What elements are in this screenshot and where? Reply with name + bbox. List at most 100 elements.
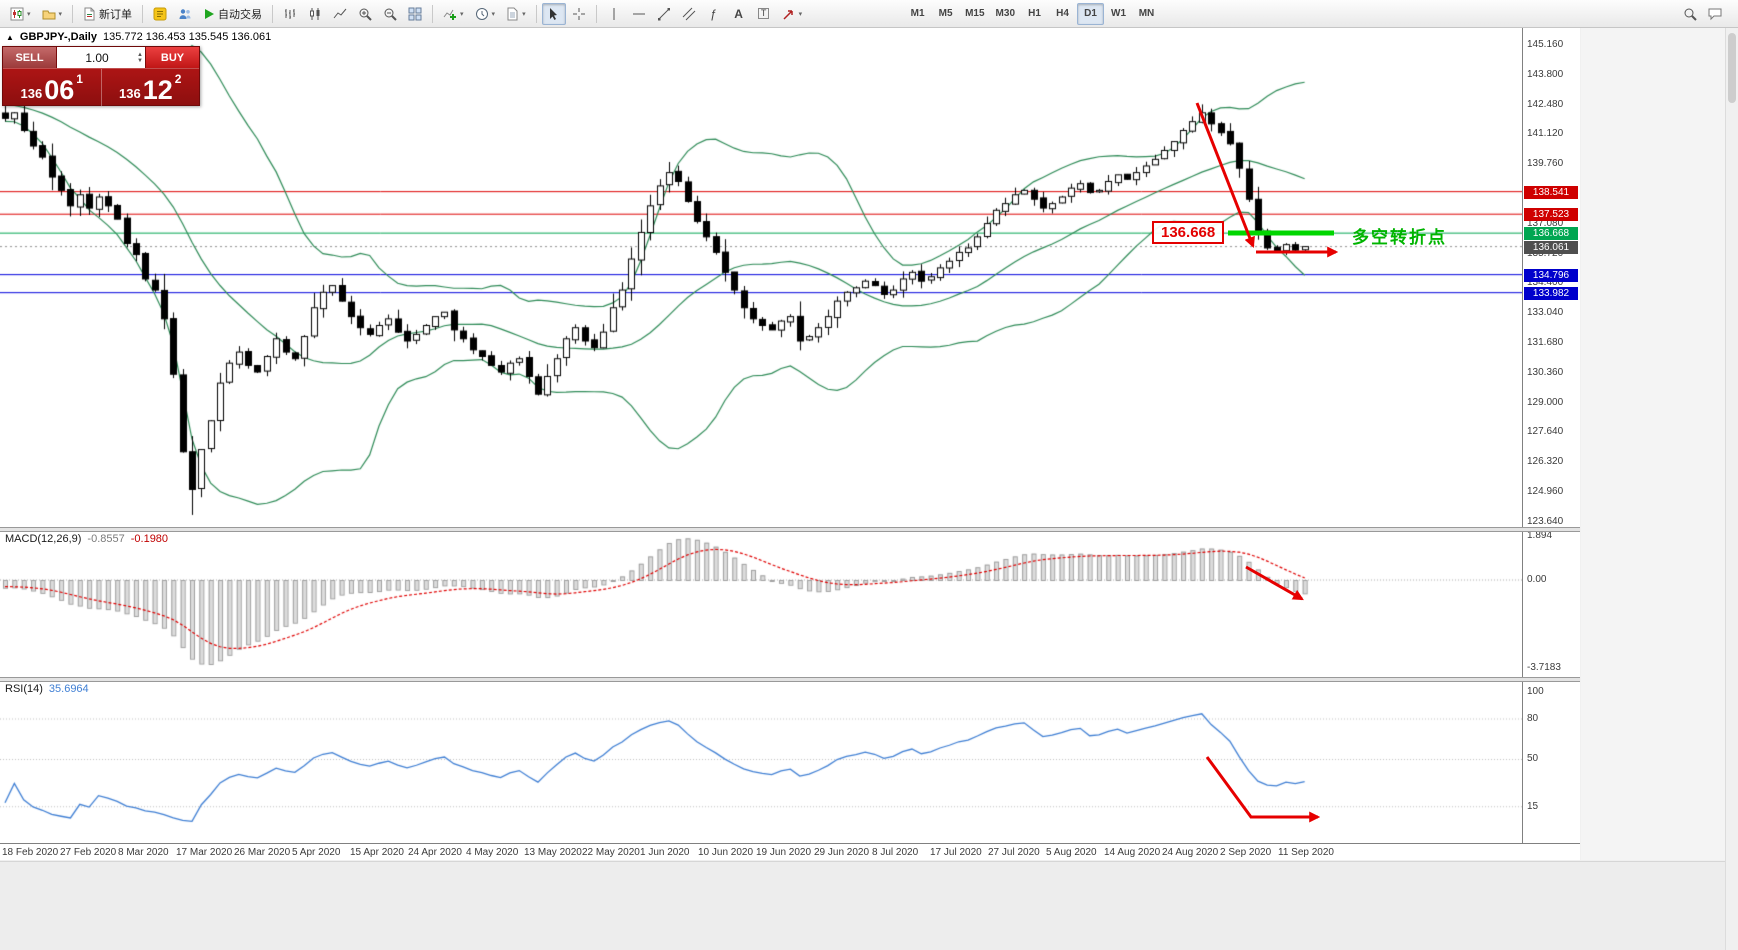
y-axis-label: 130.360 [1527,366,1564,378]
arrow-tool-icon [782,7,796,21]
metaeditor-icon [153,7,167,21]
indicator-axis-label: 15 [1527,801,1539,812]
dropdown-caret-icon: ▾ [522,10,526,18]
indicators-icon [443,7,457,21]
sell-price[interactable]: 136 06 1 [3,69,101,106]
y-axis-label: 126.320 [1527,456,1564,468]
templates-button[interactable]: ▾ [501,3,531,25]
crosshair-button[interactable] [567,3,591,25]
price-tag: 136.061 [1524,240,1578,254]
timeframe-m5-button[interactable]: M5 [932,3,959,25]
price-tag: 138.541 [1524,185,1578,199]
timeframe-m15-button[interactable]: M15 [960,3,989,25]
timeframe-group: M1 M5 M15 M30 H1 H4 D1 W1 MN [904,2,1160,25]
mql5-community-button[interactable] [173,3,197,25]
text-label-button[interactable]: T [752,3,776,25]
timeframe-mn-button[interactable]: MN [1133,3,1160,25]
macd-name: MACD(12,26,9) [5,533,82,545]
panel-splitter[interactable] [0,527,1580,532]
buy-price-point: 2 [174,72,182,86]
x-axis-label: 22 May 2020 [582,847,640,858]
timeframe-d1-button[interactable]: D1 [1077,2,1104,25]
toolbar-separator [72,4,74,23]
sell-button[interactable]: SELL [3,47,57,68]
toolbar-separator [535,4,537,23]
cursor-button[interactable] [541,2,566,25]
fibonacci-button[interactable]: ƒ [702,3,726,25]
volume-down-icon[interactable]: ▼ [137,57,143,64]
y-axis-label: 129.000 [1527,396,1564,408]
volume-spinner[interactable]: ▲ ▼ [137,52,143,64]
profiles-folder-icon [42,7,56,21]
zoom-out-icon [383,7,397,21]
note-annotation: 多空转折点 [1352,228,1447,247]
indicator-axis-label: 0.00 [1527,574,1547,585]
channel-button[interactable] [677,3,701,25]
tile-windows-button[interactable] [403,3,427,25]
text-button[interactable]: A [727,3,751,25]
line-chart-button[interactable] [328,3,352,25]
collapse-triangle-icon[interactable]: ▲ [6,32,14,42]
zoom-out-button[interactable] [378,3,402,25]
sell-price-point: 1 [76,72,83,86]
x-axis-label: 5 Apr 2020 [292,847,341,858]
trendline-button[interactable] [652,3,676,25]
new-chart-button[interactable]: ▾ [5,3,36,25]
fibonacci-icon: ƒ [710,6,717,21]
dropdown-caret-icon: ▾ [491,10,496,18]
x-axis-label: 18 Feb 2020 [2,847,59,858]
autotrading-button[interactable]: 自动交易 [198,3,267,25]
timeframe-m1-button[interactable]: M1 [904,3,931,25]
tile-windows-icon [408,7,422,21]
autotrading-play-icon [203,8,215,20]
y-axis-label: 133.040 [1527,307,1564,319]
new-order-button[interactable]: 新订单 [78,3,137,25]
scrollbar-thumb[interactable] [1728,33,1736,103]
toolbar-separator [595,4,597,23]
chart-title: ▲ GBPJPY-,Daily 135.772 136.453 135.545 … [6,31,271,43]
metaeditor-button[interactable] [148,3,172,25]
y-axis-label: 131.680 [1527,337,1564,348]
profiles-button[interactable]: ▾ [37,3,68,25]
indicators-button[interactable]: ▾ [438,3,469,25]
new-order-icon [83,7,96,21]
periods-button[interactable]: ▾ [470,3,501,25]
x-axis-label: 8 Jul 2020 [872,847,919,858]
volume-control: ▲▼ [57,47,145,68]
bar-chart-button[interactable] [278,3,302,25]
zoom-in-button[interactable] [353,3,377,25]
window-bottom-area [0,861,1738,950]
search-button[interactable] [1678,3,1702,25]
new-chart-icon [10,7,24,21]
y-axis-label: 134.400 [1527,277,1564,289]
macd-signal-value: -0.1980 [130,533,169,545]
x-axis-label: 27 Feb 2020 [60,847,117,858]
volume-up-icon[interactable]: ▲ [137,51,143,58]
arrows-button[interactable]: ▾ [777,3,808,25]
x-axis-label: 10 Jun 2020 [698,847,754,858]
volume-input[interactable] [59,50,136,65]
horizontal-line-icon [632,7,646,21]
dropdown-caret-icon: ▾ [58,10,63,18]
time-axis[interactable]: 18 Feb 2020 27 Feb 2020 8 Mar 2020 17 Mar 2… [0,843,1580,860]
panel-splitter[interactable] [0,677,1580,682]
vertical-scrollbar[interactable] [1725,28,1738,950]
x-axis-label: 14 Aug 2020 [1104,847,1161,858]
x-axis-label: 17 Jul 2020 [930,847,982,858]
candlestick-chart-button[interactable] [303,3,327,25]
y-axis-label: 123.640 [1527,515,1564,527]
price-axis[interactable]: 145.160143.800142.480141.120139.760138.4… [1522,28,1580,843]
vertical-line-button[interactable] [602,3,626,25]
buy-price[interactable]: 136 12 2 [100,69,200,106]
chat-bubble-icon [1708,7,1722,21]
price-chart-canvas[interactable] [0,28,1522,843]
timeframe-m30-button[interactable]: M30 [991,3,1020,25]
y-axis-label: 141.120 [1527,128,1564,140]
timeframe-h4-button[interactable]: H4 [1049,3,1076,25]
buy-button[interactable]: BUY [145,47,199,68]
timeframe-h1-button[interactable]: H1 [1021,3,1048,25]
indicator-axis-label: 80 [1527,713,1539,724]
chat-button[interactable] [1703,3,1727,25]
timeframe-w1-button[interactable]: W1 [1105,3,1132,25]
horizontal-line-button[interactable] [627,3,651,25]
